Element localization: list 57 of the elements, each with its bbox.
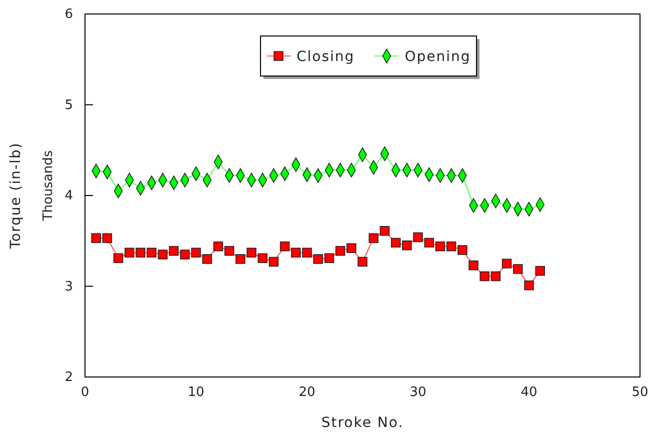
- point: [202, 254, 212, 264]
- point: [91, 233, 101, 244]
- point: [358, 256, 368, 267]
- y-tick-label: 5: [64, 98, 73, 113]
- x-tick-label: 0: [80, 385, 90, 400]
- legend-label: Closing: [296, 49, 355, 65]
- point: [513, 264, 523, 274]
- x-tick-label: 40: [520, 385, 538, 400]
- point: [213, 241, 224, 252]
- point: [346, 243, 356, 254]
- point: [136, 248, 146, 258]
- point: [224, 246, 234, 256]
- point: [435, 241, 446, 252]
- point: [191, 248, 201, 258]
- point: [113, 253, 124, 263]
- point: [502, 258, 512, 268]
- point: [468, 260, 478, 270]
- y-axis-title: Torque (in-lb): [8, 142, 24, 250]
- point: [236, 254, 246, 264]
- point: [313, 254, 323, 264]
- point: [302, 248, 312, 258]
- text: Thousands: [41, 150, 56, 222]
- point: [402, 240, 412, 250]
- point: [246, 248, 256, 258]
- point: [524, 280, 534, 290]
- x-tick-label: 20: [298, 385, 316, 400]
- point: [168, 246, 179, 256]
- y-tick-label: 3: [64, 279, 73, 294]
- point: [291, 248, 301, 258]
- point: [324, 253, 334, 263]
- x-axis-title: Stroke No.: [321, 415, 404, 431]
- y-tick-label: 2: [64, 370, 73, 386]
- point: [268, 256, 279, 267]
- point: [368, 233, 378, 244]
- x-tick-label: 10: [188, 385, 204, 400]
- point: [535, 266, 545, 276]
- point: [490, 271, 501, 282]
- point: [102, 233, 112, 244]
- x-tick-label: 30: [410, 385, 426, 400]
- point: [280, 241, 290, 252]
- point: [335, 246, 346, 256]
- point: [424, 238, 434, 248]
- point: [258, 253, 268, 263]
- point: [458, 245, 468, 255]
- y-tick-label: 6: [64, 7, 73, 22]
- point: [446, 241, 456, 252]
- point: [380, 226, 390, 236]
- point: [146, 248, 156, 258]
- point: [158, 250, 168, 260]
- point: [413, 232, 423, 242]
- y-tick-label: 4: [64, 188, 73, 204]
- legend-label: Opening: [404, 49, 471, 65]
- point: [180, 250, 190, 260]
- point: [480, 271, 490, 282]
- point: [390, 238, 401, 248]
- x-tick-label: 50: [632, 385, 648, 400]
- point: [124, 248, 134, 258]
